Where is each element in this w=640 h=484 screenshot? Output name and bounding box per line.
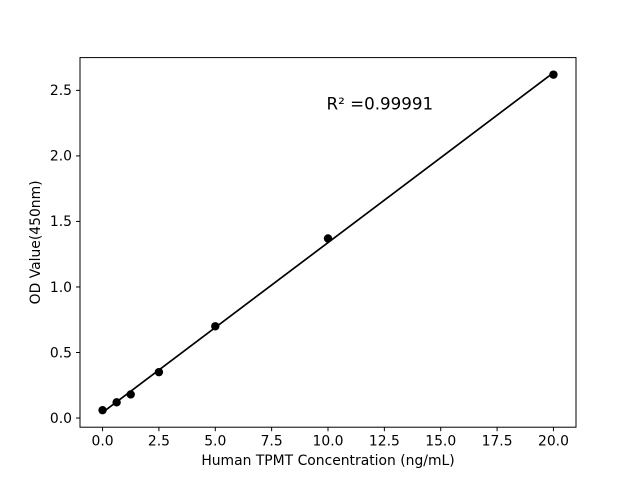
r-squared-annotation: R² =0.99991 (327, 93, 434, 113)
data-point (98, 405, 107, 415)
x-tick-label: 2.5 (148, 434, 170, 450)
x-tick-label: 10.0 (313, 434, 344, 450)
x-tick-label: 5.0 (204, 434, 226, 450)
y-tick-label: 0.0 (50, 411, 72, 427)
x-tick-label: 20.0 (538, 434, 569, 450)
x-tick-label: 17.5 (482, 434, 513, 450)
y-tick-label: 1.0 (50, 280, 72, 296)
y-tick-label: 1.5 (50, 214, 72, 230)
x-tick-label: 12.5 (369, 434, 400, 450)
x-tick-label: 0.0 (91, 434, 113, 450)
data-point (126, 390, 135, 399)
data-point (323, 234, 333, 243)
data-point (112, 398, 121, 407)
x-tick-label: 7.5 (261, 434, 283, 450)
x-axis-label: Human TPMT Concentration (ng/mL) (201, 453, 454, 469)
y-tick-label: 0.5 (50, 345, 72, 361)
y-axis-label: OD Value(450nm) (28, 180, 44, 304)
x-tick-label: 15.0 (425, 434, 456, 450)
data-point (549, 70, 558, 79)
data-point (211, 322, 220, 331)
y-tick-label: 2.5 (50, 83, 72, 99)
data-point (154, 367, 164, 377)
y-tick-label: 2.0 (50, 149, 72, 165)
